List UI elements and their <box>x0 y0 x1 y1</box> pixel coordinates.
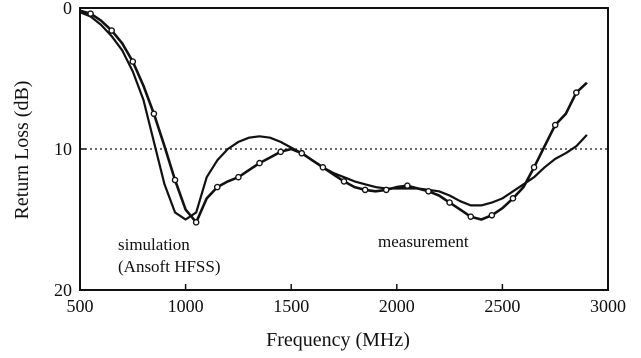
x-axis-label: Frequency (MHz) <box>266 329 410 351</box>
measurement-point <box>573 89 580 96</box>
measurement-point <box>361 186 369 194</box>
measurement-point <box>256 159 263 167</box>
series-layer <box>79 9 588 224</box>
x-tick-label: 500 <box>67 296 94 316</box>
simulation-annotation-line1: simulation <box>118 235 190 254</box>
x-tick-label: 1500 <box>273 296 309 316</box>
y-axis: 0 10 20 <box>54 0 86 300</box>
y-tick-label: 20 <box>54 280 72 300</box>
measurement-point <box>509 195 517 202</box>
measurement-point <box>467 213 475 220</box>
x-axis: 500 1000 1500 2000 2500 3000 <box>67 284 626 316</box>
measurement-point <box>530 164 538 171</box>
simulation-annotation-line2: (Ansoft HFSS) <box>118 257 221 276</box>
measurement-point <box>129 58 137 65</box>
marker-layer <box>87 10 580 226</box>
measurement-point <box>340 178 348 185</box>
measurement-point <box>298 149 306 157</box>
measurement-point <box>382 186 390 194</box>
measurement-point <box>171 176 179 184</box>
measurement-point <box>108 27 115 34</box>
measurement-line <box>79 9 588 224</box>
measurement-point <box>488 211 496 219</box>
measurement-point <box>446 199 453 206</box>
measurement-point <box>404 182 411 189</box>
y-tick-label: 0 <box>63 0 72 18</box>
y-axis-label: Return Loss (dB) <box>11 81 33 220</box>
y-tick-label: 10 <box>54 139 72 159</box>
x-tick-label: 2000 <box>379 296 415 316</box>
measurement-point <box>551 121 559 129</box>
measurement-annotation: measurement <box>378 232 469 251</box>
measurement-point <box>192 219 200 226</box>
x-tick-label: 2500 <box>484 296 520 316</box>
measurement-point <box>150 110 158 118</box>
measurement-point <box>213 183 221 191</box>
measurement-point <box>235 173 242 181</box>
x-tick-label: 3000 <box>590 296 626 316</box>
x-tick-label: 1000 <box>168 296 204 316</box>
measurement-point <box>319 164 327 171</box>
measurement-point <box>87 10 94 17</box>
measurement-point <box>277 148 284 156</box>
measurement-point <box>425 187 432 195</box>
